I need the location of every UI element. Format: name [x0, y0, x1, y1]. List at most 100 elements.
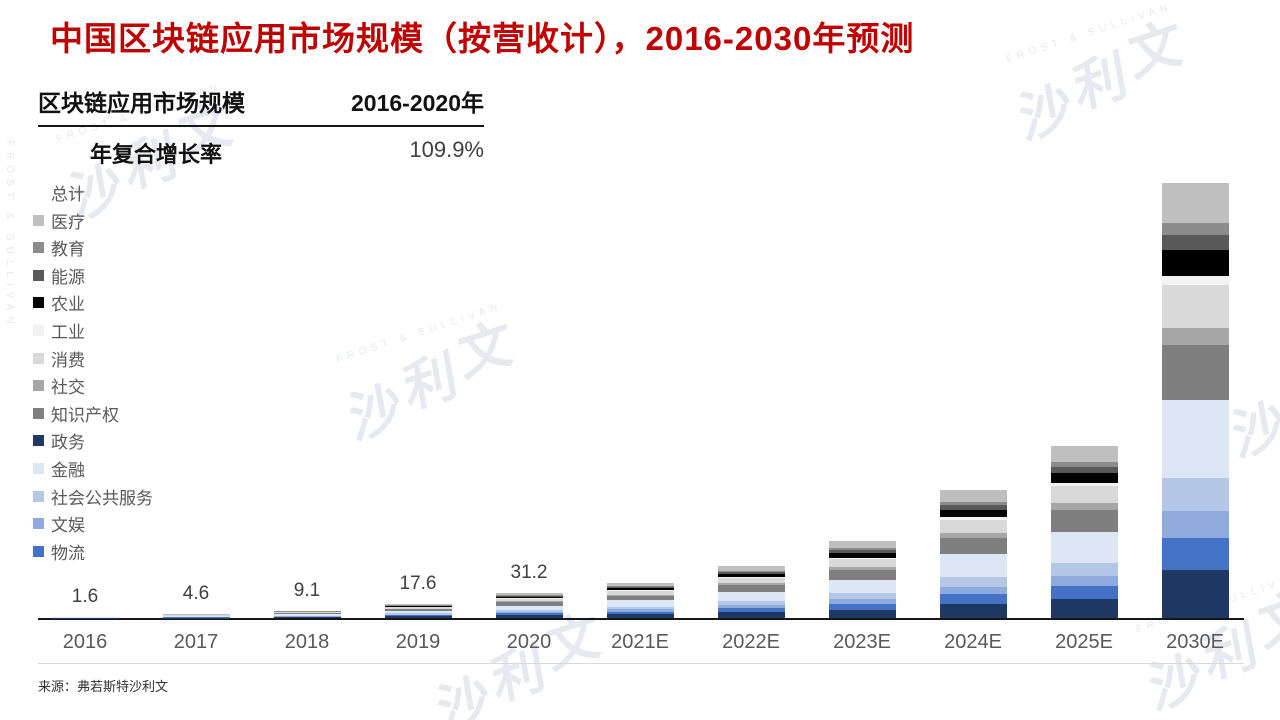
legend-label: 总计	[51, 185, 85, 204]
summary-table: 区块链应用市场规模 2016-2020年 年复合增长率 109.9%	[38, 84, 484, 169]
source-note: 来源：弗若斯特沙利文	[38, 679, 169, 694]
segment-社会公共服务	[606, 606, 674, 610]
segment-社交	[495, 601, 563, 603]
segment-工业	[1161, 276, 1229, 286]
legend-swatch	[33, 407, 44, 419]
legend-swatch	[33, 462, 44, 474]
legend-label: 农业	[51, 295, 85, 315]
legend-swatch	[33, 324, 44, 336]
x-label-2021E: 2021E	[611, 631, 669, 653]
legend-item-13: 文娱	[33, 514, 153, 536]
segment-金融	[495, 605, 563, 610]
segment-消费	[717, 578, 785, 584]
segment-社交	[1161, 328, 1229, 346]
segment-知识产权	[606, 595, 674, 601]
legend-swatch	[33, 242, 44, 254]
segment-文娱	[1050, 575, 1118, 587]
legend-item-11: 金融	[33, 459, 153, 480]
data-label-2020: 31.2	[510, 562, 548, 584]
legend-item-14: 物流	[33, 542, 153, 563]
segment-金融	[1161, 400, 1229, 478]
segment-教育	[606, 586, 674, 588]
data-label-2017: 4.6	[182, 583, 210, 605]
bar-2025E	[1050, 446, 1118, 618]
segment-农业	[495, 596, 563, 599]
segment-社会公共服务	[495, 609, 563, 612]
segment-物流	[939, 594, 1007, 604]
legend-label: 物流	[51, 543, 85, 563]
segment-社交	[606, 594, 674, 596]
legend-swatch	[33, 490, 44, 502]
segment-物流	[606, 611, 674, 615]
segment-社会公共服务	[273, 615, 341, 617]
segment-物流	[495, 613, 563, 616]
segment-消费	[273, 612, 341, 614]
watermark-logo: FROST & SULLIVAN 沙利文	[1000, 0, 1200, 152]
segment-工业	[495, 598, 563, 599]
segment-社交	[717, 583, 785, 586]
watermark-logo-text: 沙利文	[1014, 10, 1193, 152]
legend-label: 文娱	[51, 516, 85, 536]
segment-政务	[717, 612, 785, 619]
segment-消费	[495, 598, 563, 602]
segment-社会公共服务	[717, 601, 785, 606]
summary-table-header-row: 区块链应用市场规模 2016-2020年	[38, 84, 484, 127]
plot-area: 1.6 4.6 9.1 17.6 31.2	[38, 180, 1244, 620]
bar-2020	[495, 593, 563, 618]
legend-swatch	[33, 269, 44, 281]
cagr-value: 109.9%	[409, 137, 484, 162]
segment-政务	[384, 616, 452, 618]
segment-社会公共服务	[1161, 477, 1229, 511]
x-label-2019: 2019	[395, 631, 441, 653]
bar-2030E	[1161, 183, 1229, 618]
bar-2017	[162, 614, 230, 618]
legend-item-8: 社交	[33, 376, 153, 397]
segment-教育	[495, 595, 563, 597]
legend-swatch	[33, 435, 44, 447]
segment-物流	[1161, 538, 1229, 571]
segment-社交	[828, 566, 896, 570]
legend-item-7: 消费	[33, 349, 153, 370]
segment-金融	[1050, 531, 1118, 563]
segment-医疗	[495, 593, 563, 596]
segment-政务	[495, 615, 563, 618]
segment-消费	[384, 607, 452, 609]
segment-知识产权	[273, 613, 341, 615]
summary-table-header-left: 区块链应用市场规模	[38, 90, 245, 116]
segment-知识产权	[1161, 345, 1229, 400]
segment-能源	[495, 596, 563, 597]
legend-swatch	[33, 187, 44, 198]
legend-item-4: 能源	[33, 266, 153, 287]
segment-物流	[717, 608, 785, 613]
legend-item-9: 知识产权	[33, 404, 153, 425]
segment-政务	[1161, 570, 1229, 618]
summary-table-cagr-row: 年复合增长率 109.9%	[38, 137, 484, 169]
legend-label: 工业	[51, 322, 85, 342]
segment-医疗	[717, 566, 785, 571]
segment-工业	[939, 517, 1007, 521]
x-label-2024E: 2024E	[944, 631, 1002, 653]
segment-文娱	[606, 609, 674, 612]
legend-label: 政务	[51, 433, 85, 453]
segment-农业	[606, 588, 674, 591]
segment-医疗	[1050, 446, 1118, 462]
bar-2023E	[828, 541, 896, 619]
legend-item-10: 政务	[33, 431, 153, 453]
segment-政务	[1050, 599, 1118, 618]
segment-社交	[384, 608, 452, 610]
segment-工业	[717, 577, 785, 579]
segment-社交	[939, 532, 1007, 538]
segment-社会公共服务	[939, 576, 1007, 587]
segment-能源	[828, 550, 896, 554]
segment-物流	[828, 603, 896, 610]
segment-消费	[1161, 285, 1229, 329]
bar-2024E	[939, 490, 1007, 618]
segment-知识产权	[1050, 510, 1118, 532]
segment-知识产权	[939, 537, 1007, 554]
x-label-2023E: 2023E	[833, 631, 891, 653]
segment-金融	[606, 600, 674, 607]
segment-农业	[384, 606, 452, 607]
legend-swatch	[33, 297, 44, 309]
segment-文娱	[495, 611, 563, 614]
segment-能源	[717, 572, 785, 575]
